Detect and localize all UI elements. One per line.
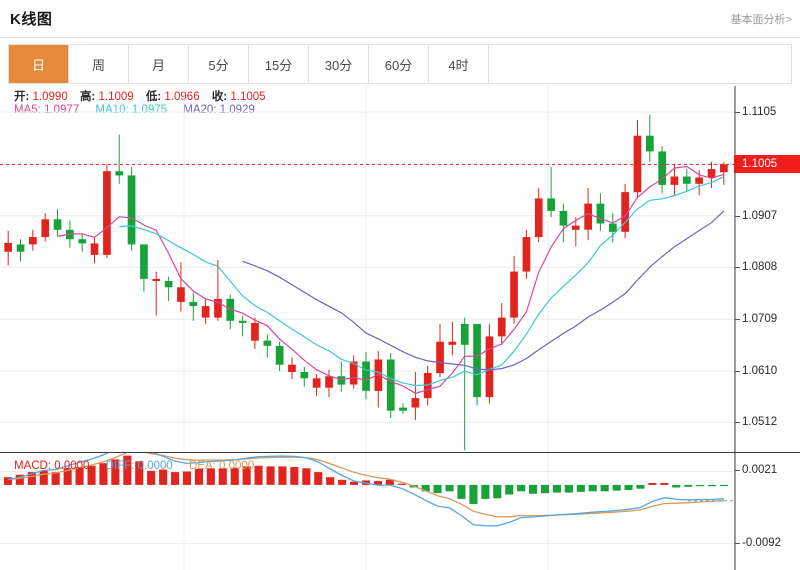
diff-value: DIFF: 0.0000 bbox=[105, 460, 173, 472]
ma20-value: MA20: 1.0929 bbox=[183, 104, 255, 116]
period-tabbar: 日 周 月 5分 15分 30分 60分 4时 bbox=[8, 44, 792, 84]
macd-plot bbox=[0, 453, 736, 570]
tab-1[interactable]: 周 bbox=[69, 45, 129, 83]
macd-axis-tick: 0.0021 bbox=[742, 464, 778, 477]
ma10-value: MA10: 1.0975 bbox=[95, 104, 168, 116]
tab-4[interactable]: 15分 bbox=[249, 45, 309, 83]
tab-active-0[interactable]: 日 bbox=[9, 45, 69, 83]
close-label: 收: bbox=[211, 91, 228, 103]
header-bar: K线图 基本面分析> bbox=[0, 0, 800, 38]
price-axis-tickmark bbox=[735, 422, 740, 424]
tab-5[interactable]: 30分 bbox=[309, 45, 369, 83]
price-axis-tick: 1.1105 bbox=[742, 106, 777, 119]
price-axis-tickmark bbox=[735, 267, 740, 269]
current-price-tag: 1.1005 bbox=[734, 155, 800, 174]
price-axis-tick: 1.0907 bbox=[742, 209, 778, 222]
page-title: K线图 bbox=[10, 11, 53, 28]
open-value: 1.0990 bbox=[32, 91, 68, 103]
tab-6[interactable]: 60分 bbox=[369, 45, 429, 83]
price-axis-tickmark bbox=[735, 215, 740, 217]
macd-axis-tickmark bbox=[735, 470, 740, 472]
tab-label: 月 bbox=[151, 57, 165, 73]
high-value: 1.1009 bbox=[98, 91, 134, 103]
macd-axis-tick: -0.0092 bbox=[742, 536, 782, 549]
tab-3[interactable]: 5分 bbox=[189, 45, 249, 83]
price-axis-tickmark bbox=[735, 319, 740, 321]
tab-label: 5分 bbox=[208, 57, 229, 73]
tab-7[interactable]: 4时 bbox=[429, 45, 489, 83]
fundamental-analysis-link[interactable]: 基本面分析> bbox=[730, 14, 792, 26]
low-label: 低: bbox=[145, 91, 162, 103]
tab-label: 日 bbox=[31, 57, 45, 73]
macd-axis-tickmark bbox=[735, 542, 740, 544]
price-axis-tick: 1.0512 bbox=[742, 416, 778, 429]
candlestick-plot bbox=[0, 86, 736, 452]
moving-average-info: MA5: 1.0977 MA10: 1.0975 MA20: 1.0929 bbox=[14, 104, 255, 116]
tab-2[interactable]: 月 bbox=[129, 45, 189, 83]
tab-label: 30分 bbox=[324, 57, 353, 73]
price-axis-tick: 1.0808 bbox=[742, 261, 778, 274]
open-label: 开: bbox=[14, 91, 30, 103]
tabbar-filler bbox=[489, 45, 791, 83]
macd-value: MACD: 0.0000 bbox=[14, 460, 90, 472]
price-axis-tick: 1.0610 bbox=[742, 364, 778, 377]
high-label: 高: bbox=[79, 91, 96, 103]
close-value: 1.1005 bbox=[230, 91, 266, 103]
macd-legend: MACD: 0.0000 DIFF: 0.0000 DEA: 0.0000 bbox=[14, 460, 254, 472]
tab-label: 60分 bbox=[384, 57, 413, 73]
dea-value: DEA: 0.0000 bbox=[188, 460, 255, 472]
price-axis-tickmark bbox=[735, 370, 740, 372]
price-axis-tickmark bbox=[735, 112, 740, 114]
price-chart-panel[interactable] bbox=[0, 86, 800, 452]
price-axis-tick: 1.0709 bbox=[742, 313, 778, 326]
ma5-value: MA5: 1.0977 bbox=[14, 104, 80, 116]
low-value: 1.0966 bbox=[164, 91, 200, 103]
macd-chart-panel[interactable]: MACD: 0.0000 DIFF: 0.0000 DEA: 0.0000 bbox=[0, 452, 800, 570]
tab-label: 15分 bbox=[264, 57, 293, 73]
tab-label: 周 bbox=[91, 57, 105, 73]
tab-label: 4时 bbox=[448, 57, 469, 73]
ohlc-info: 开: 1.0990 高: 1.1009 低: 1.0966 收: 1.1005 bbox=[14, 88, 275, 104]
